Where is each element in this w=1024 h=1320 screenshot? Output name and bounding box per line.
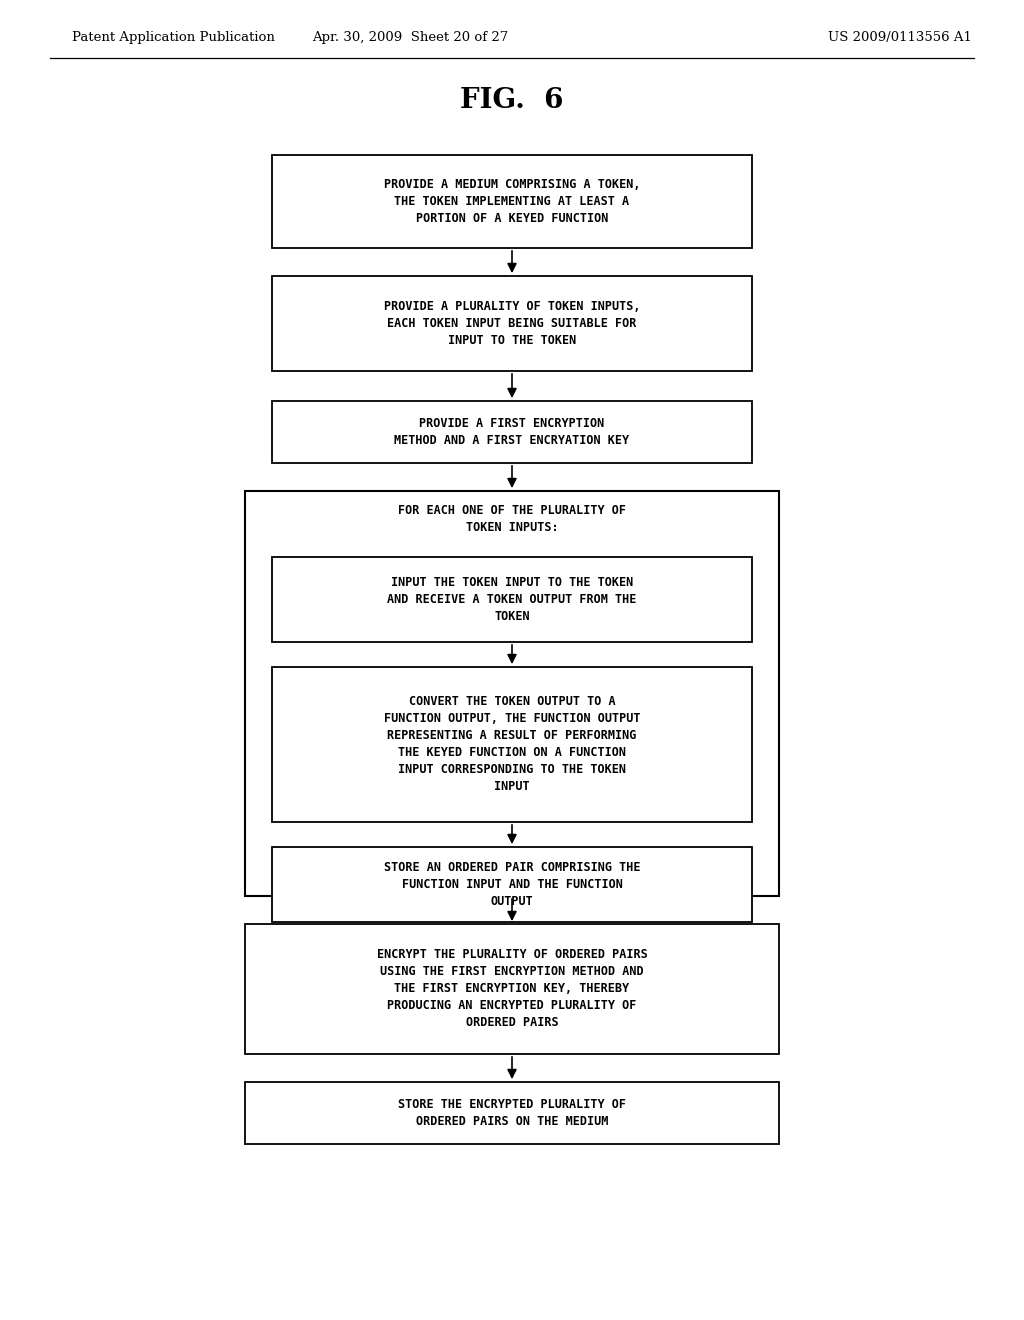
Text: PROVIDE A FIRST ENCRYPTION
METHOD AND A FIRST ENCRYATION KEY: PROVIDE A FIRST ENCRYPTION METHOD AND A … [394,417,630,447]
Bar [272,276,752,371]
Text: STORE THE ENCRYPTED PLURALITY OF
ORDERED PAIRS ON THE MEDIUM: STORE THE ENCRYPTED PLURALITY OF ORDERED… [398,1098,626,1129]
Bar [245,1082,779,1144]
Bar [272,557,752,642]
Text: CONVERT THE TOKEN OUTPUT TO A
FUNCTION OUTPUT, THE FUNCTION OUTPUT
REPRESENTING : CONVERT THE TOKEN OUTPUT TO A FUNCTION O… [384,696,640,793]
Bar [272,154,752,248]
Text: FIG.  6: FIG. 6 [460,87,564,114]
Text: ENCRYPT THE PLURALITY OF ORDERED PAIRS
USING THE FIRST ENCRYPTION METHOD AND
THE: ENCRYPT THE PLURALITY OF ORDERED PAIRS U… [377,949,647,1030]
Bar [272,401,752,463]
Text: PROVIDE A MEDIUM COMPRISING A TOKEN,
THE TOKEN IMPLEMENTING AT LEAST A
PORTION O: PROVIDE A MEDIUM COMPRISING A TOKEN, THE… [384,178,640,224]
Bar [245,491,779,896]
Bar [245,924,779,1053]
Text: Apr. 30, 2009  Sheet 20 of 27: Apr. 30, 2009 Sheet 20 of 27 [312,32,508,45]
Text: US 2009/0113556 A1: US 2009/0113556 A1 [828,32,972,45]
Bar [272,847,752,921]
Bar [272,667,752,822]
Text: PROVIDE A PLURALITY OF TOKEN INPUTS,
EACH TOKEN INPUT BEING SUITABLE FOR
INPUT T: PROVIDE A PLURALITY OF TOKEN INPUTS, EAC… [384,300,640,347]
Text: INPUT THE TOKEN INPUT TO THE TOKEN
AND RECEIVE A TOKEN OUTPUT FROM THE
TOKEN: INPUT THE TOKEN INPUT TO THE TOKEN AND R… [387,576,637,623]
Text: Patent Application Publication: Patent Application Publication [72,32,274,45]
Text: STORE AN ORDERED PAIR COMPRISING THE
FUNCTION INPUT AND THE FUNCTION
OUTPUT: STORE AN ORDERED PAIR COMPRISING THE FUN… [384,861,640,908]
Text: FOR EACH ONE OF THE PLURALITY OF
TOKEN INPUTS:: FOR EACH ONE OF THE PLURALITY OF TOKEN I… [398,504,626,535]
